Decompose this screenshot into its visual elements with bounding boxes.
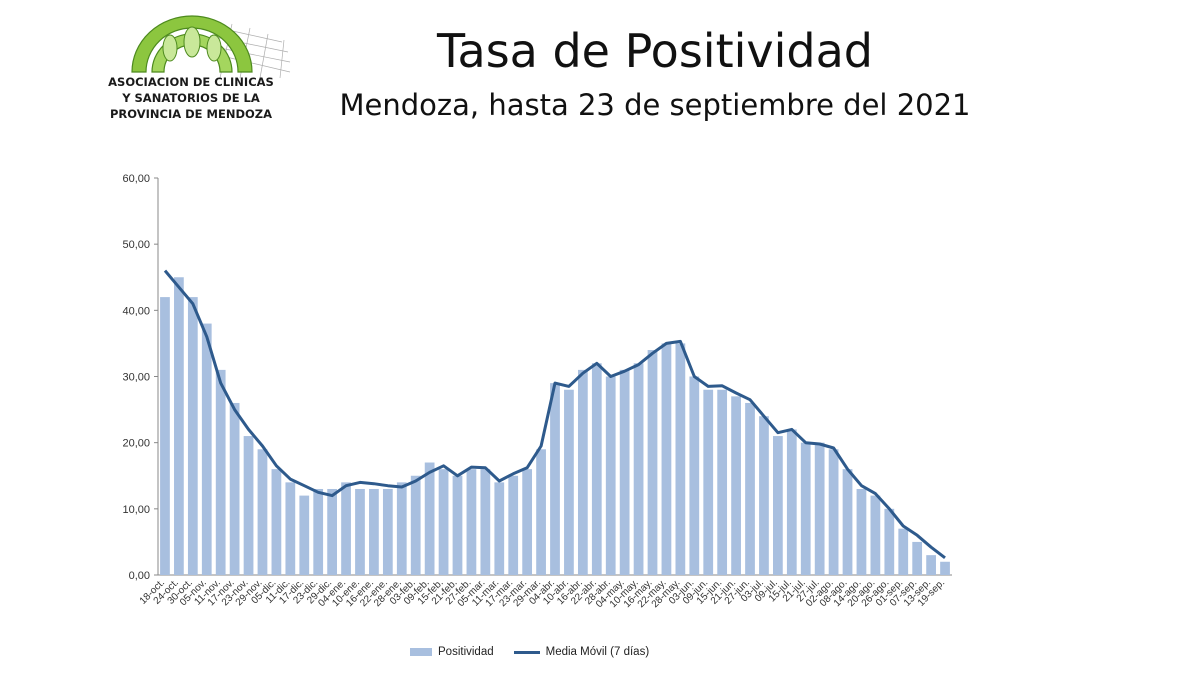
y-tick-label: 40,00: [122, 305, 150, 317]
positividad-bar: [550, 383, 560, 575]
positividad-bar: [828, 449, 839, 575]
positividad-bar: [271, 469, 282, 575]
positividad-bar: [717, 389, 728, 575]
positividad-bar: [522, 469, 533, 575]
y-tick-label: 50,00: [122, 239, 150, 251]
positividad-bar: [884, 508, 895, 575]
positividad-bar: [870, 495, 881, 575]
y-tick-label: 0,00: [129, 570, 150, 582]
positividad-bar: [174, 277, 184, 575]
positividad-bar: [508, 475, 519, 575]
logo-text: ASOCIACION DE CLINICAS Y SANATORIOS DE L…: [96, 74, 286, 122]
positividad-bar: [842, 469, 853, 575]
positividad-bar: [536, 449, 546, 575]
positividad-bar: [856, 488, 867, 575]
legend-label-media-movil: Media Móvil (7 días): [545, 646, 650, 658]
legend-item-media-movil: Media Móvil (7 días): [513, 646, 650, 658]
positividad-bar: [466, 469, 477, 575]
positividad-bar: [452, 475, 463, 575]
y-tick-label: 30,00: [122, 372, 150, 384]
positividad-bar: [215, 369, 226, 575]
positividad-bar: [257, 449, 268, 575]
positividad-bar: [341, 482, 351, 575]
y-tick-label: 60,00: [122, 173, 150, 185]
positividad-bar: [745, 402, 755, 575]
positividad-bar: [285, 482, 296, 575]
legend-item-positividad: Positividad: [410, 646, 494, 658]
positividad-bar: [160, 297, 170, 575]
y-tick-label: 20,00: [122, 438, 150, 450]
positividad-bar: [661, 343, 672, 575]
positividad-bar: [577, 369, 588, 575]
positividad-bar: [731, 396, 741, 575]
positividad-bar: [633, 363, 644, 575]
positividad-bar: [480, 469, 491, 575]
positividad-bar: [703, 389, 714, 575]
positividad-bar: [926, 555, 936, 575]
positividad-bar: [299, 495, 310, 575]
positividad-bar: [313, 488, 324, 575]
legend-swatch-bar: [410, 648, 432, 656]
positividad-bar: [201, 323, 212, 575]
positividad-bar: [438, 469, 449, 575]
positividad-bar: [591, 363, 602, 575]
positividad-bar: [424, 462, 435, 575]
positividad-bar: [647, 350, 658, 575]
positividad-bar: [494, 482, 505, 575]
logo-arches-icon: [131, 15, 291, 79]
legend-swatch-line: [513, 650, 540, 654]
positividad-bar: [898, 528, 909, 575]
positividad-bar: [605, 376, 616, 575]
positividad-bar: [564, 389, 574, 575]
positividad-bar: [327, 488, 337, 575]
positividad-bar: [800, 442, 811, 575]
positividad-bar: [619, 369, 630, 575]
positividad-bar: [382, 488, 393, 575]
logo-line-2: Y SANATORIOS DE LA: [122, 91, 260, 105]
positividad-bar: [229, 402, 240, 575]
logo-line-1: ASOCIACION DE CLINICAS: [108, 75, 274, 89]
positividad-bar: [355, 488, 365, 575]
legend-label-positividad: Positividad: [438, 646, 494, 658]
positividad-bar: [675, 343, 686, 575]
positividad-bar: [940, 561, 950, 575]
positivity-chart: 0,0010,0020,0030,0040,0050,0060,0018-oct…: [122, 173, 952, 610]
chart-title: Tasa de Positividad: [437, 24, 873, 78]
positividad-bar: [759, 416, 769, 575]
media-movil-line: [163, 269, 946, 559]
chart-subtitle: Mendoza, hasta 23 de septiembre del 2021: [339, 88, 971, 122]
positividad-bar: [396, 482, 407, 575]
positividad-bar: [410, 475, 421, 575]
positividad-bar: [814, 442, 825, 575]
association-logo: ASOCIACION DE CLINICAS Y SANATORIOS DE L…: [92, 12, 292, 134]
positividad-bar: [243, 436, 254, 575]
logo-line-3: PROVINCIA DE MENDOZA: [109, 107, 273, 121]
y-tick-label: 10,00: [122, 504, 150, 516]
positividad-bar: [786, 429, 797, 575]
positividad-bar: [689, 376, 700, 575]
positividad-bar: [187, 297, 198, 575]
chart-legend: Positividad Media Móvil (7 días): [410, 646, 669, 658]
positividad-bar: [369, 488, 379, 575]
positividad-bar: [773, 436, 783, 575]
positividad-bar: [912, 541, 923, 575]
